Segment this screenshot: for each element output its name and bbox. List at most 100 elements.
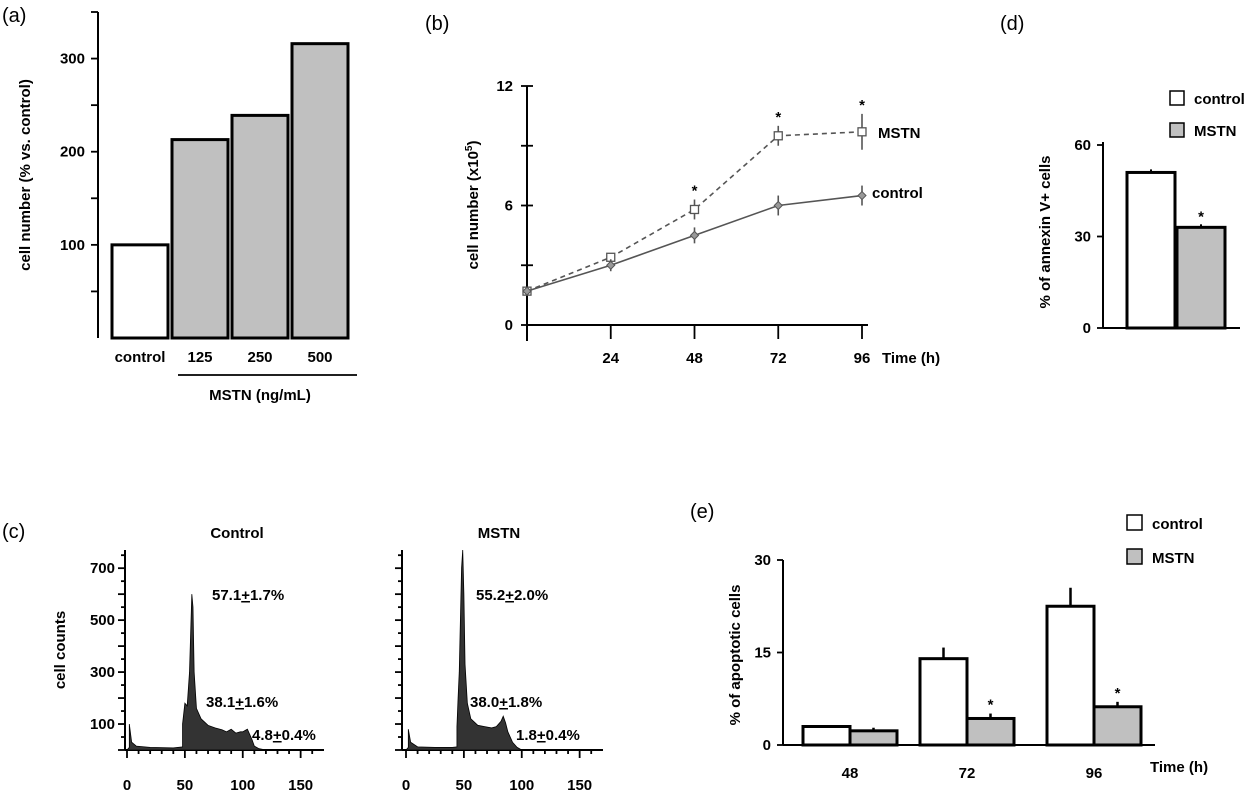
panel-label-b: (b) bbox=[425, 13, 449, 35]
xlabel-e: Time (h) bbox=[1150, 759, 1208, 776]
y-tick-label-b: 0 bbox=[505, 317, 513, 334]
histogram-area-c bbox=[405, 549, 524, 751]
legend-label-mstn: MSTN bbox=[1152, 550, 1195, 567]
data-point-mstn bbox=[689, 204, 700, 215]
bar-e-mstn bbox=[848, 729, 899, 747]
significance-star-e: * bbox=[1115, 685, 1121, 702]
annotation-value: 38.0 bbox=[470, 694, 499, 711]
x-tick-label-a: control bbox=[115, 349, 166, 366]
y-tick-label-c: 700 bbox=[90, 560, 115, 577]
annotation-value: 57.1 bbox=[212, 587, 241, 604]
xlabel-b: Time (h) bbox=[882, 350, 940, 367]
ylabel-b-main: cell number (x10 bbox=[465, 151, 482, 269]
x-tick-label-c: 100 bbox=[230, 777, 255, 794]
y-tick-label-e: 0 bbox=[763, 737, 771, 754]
y-tick-label-c: 500 bbox=[90, 612, 115, 629]
significance-star-b: * bbox=[692, 183, 698, 200]
subplot-title-c: Control bbox=[210, 525, 263, 542]
x-tick-label-b: 24 bbox=[602, 350, 619, 367]
ylabel-b-end: ) bbox=[465, 141, 482, 146]
bar-a bbox=[290, 42, 350, 340]
bar-e-mstn bbox=[965, 716, 1016, 747]
x-tick-label-c: 0 bbox=[402, 777, 410, 794]
panel-label-a: (a) bbox=[2, 5, 26, 27]
y-tick-label-c: 100 bbox=[90, 716, 115, 733]
ylabel-b: cell number (x105) bbox=[464, 141, 482, 270]
ylabel-e: % of apoptotic cells bbox=[727, 585, 744, 726]
panel-d: (d) % of annexin V+ cells 0 30 60 * control M… bbox=[1000, 13, 1245, 337]
annotation-error: 1.8% bbox=[508, 694, 542, 711]
x-tick-label-b: 96 bbox=[854, 350, 871, 367]
data-point-control bbox=[522, 286, 532, 296]
phase-annotation-c: 38.0+1.8% bbox=[470, 694, 542, 711]
histogram-area-c bbox=[126, 594, 266, 751]
x-tick-label-c: 0 bbox=[123, 777, 131, 794]
series-line-mstn bbox=[526, 131, 863, 292]
legend-swatch-control bbox=[1169, 90, 1185, 106]
y-tick-label-b: 12 bbox=[496, 78, 513, 95]
annotation-error: 0.4% bbox=[282, 727, 316, 744]
significance-star-b: * bbox=[775, 109, 781, 126]
annotation-value: 4.8 bbox=[252, 727, 273, 744]
panel-label-d: (d) bbox=[1000, 13, 1024, 35]
x-tick-label-b: 72 bbox=[770, 350, 787, 367]
legend-label-mstn: MSTN bbox=[1194, 123, 1237, 140]
x-tick-label-b: 48 bbox=[686, 350, 703, 367]
subplot-title-c: MSTN bbox=[478, 525, 521, 542]
phase-annotation-c: 57.1+1.7% bbox=[212, 587, 284, 604]
annotation-error: 1.7% bbox=[250, 587, 284, 604]
annotation-value: 1.8 bbox=[516, 727, 537, 744]
x-tick-label-e: 96 bbox=[1086, 765, 1103, 782]
bar-e-control bbox=[1045, 604, 1096, 747]
panel-a: (a) control 125 250 500 100 200 300 cell numb… bbox=[2, 5, 357, 404]
annotation-value: 55.2 bbox=[476, 587, 505, 604]
legend-swatch-mstn bbox=[1169, 122, 1185, 138]
y-tick-label-a: 300 bbox=[60, 51, 85, 68]
x-tick-label-c: 50 bbox=[177, 777, 194, 794]
bar-e-control bbox=[918, 657, 969, 747]
legend-label-control: control bbox=[1152, 516, 1203, 533]
x-tick-label-c: 50 bbox=[456, 777, 473, 794]
bar-e-control bbox=[801, 725, 852, 747]
bar-e-mstn bbox=[1092, 705, 1143, 747]
phase-annotation-c: 55.2+2.0% bbox=[476, 587, 548, 604]
annotation-error: 1.6% bbox=[244, 694, 278, 711]
significance-star-d: * bbox=[1198, 208, 1204, 225]
legend-swatch-mstn bbox=[1126, 548, 1143, 565]
bar-a bbox=[230, 113, 290, 340]
x-tick-label-a: 500 bbox=[307, 349, 332, 366]
x-tick-label-e: 72 bbox=[959, 765, 976, 782]
bar-a bbox=[110, 243, 170, 340]
panel-label-c: (c) bbox=[2, 521, 25, 543]
annotation-error: 0.4% bbox=[546, 727, 580, 744]
data-point-control bbox=[773, 200, 783, 211]
x-tick-label-c: 100 bbox=[509, 777, 534, 794]
bar-d bbox=[1125, 170, 1177, 330]
y-tick-label-e: 30 bbox=[754, 552, 771, 569]
phase-annotation-c: 1.8+0.4% bbox=[516, 727, 580, 744]
panel-e: (e) % of apoptotic cells 0 15 30 48 * 72 * 96 co… bbox=[690, 501, 1208, 782]
plus-minus-sign: + bbox=[499, 694, 508, 711]
bar-d bbox=[1175, 225, 1227, 330]
plus-minus-sign: + bbox=[235, 694, 244, 711]
y-tick-label-a: 100 bbox=[60, 237, 85, 254]
plus-minus-sign: + bbox=[505, 587, 514, 604]
plus-minus-sign: + bbox=[273, 727, 282, 744]
y-tick-label-e: 15 bbox=[754, 645, 771, 662]
y-tick-label-b: 6 bbox=[505, 198, 513, 215]
x-tick-label-a: 250 bbox=[247, 349, 272, 366]
data-point-mstn bbox=[773, 131, 783, 141]
y-tick-label-a: 200 bbox=[60, 144, 85, 161]
series-label-mstn: MSTN bbox=[878, 125, 921, 142]
series-label-control: control bbox=[872, 185, 923, 202]
data-point-control bbox=[606, 260, 616, 270]
ylabel-a: cell number (% vs. control) bbox=[17, 79, 34, 271]
y-tick-label-d: 60 bbox=[1074, 137, 1091, 154]
x-tick-label-c: 150 bbox=[567, 777, 592, 794]
significance-star-b: * bbox=[859, 97, 865, 114]
panel-label-e: (e) bbox=[690, 501, 714, 523]
y-tick-label-d: 30 bbox=[1074, 229, 1091, 246]
data-point-control bbox=[857, 190, 867, 201]
